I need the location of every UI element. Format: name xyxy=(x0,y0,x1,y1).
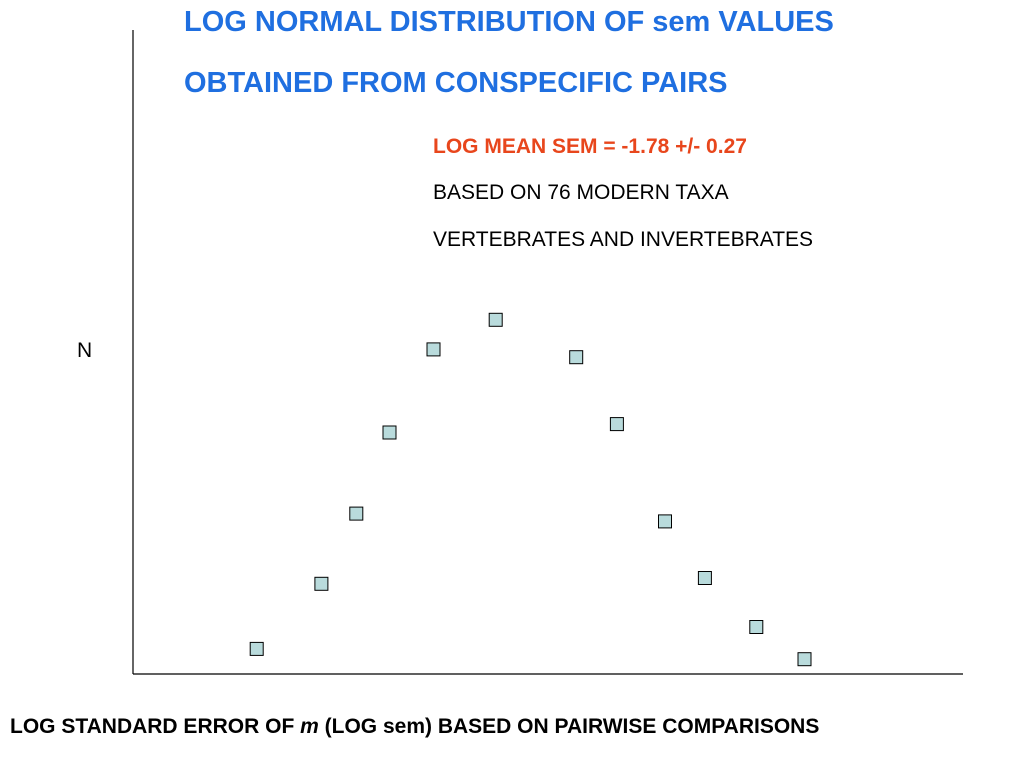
x-axis-label: LOG STANDARD ERROR OF m (LOG sem) BASED … xyxy=(10,715,819,739)
data-point-1 xyxy=(249,641,264,656)
annotation-taxa-groups: VERTEBRATES AND INVERTEBRATES xyxy=(433,228,814,251)
chart-title-line-2: OBTAINED FROM CONSPECIFIC PAIRS xyxy=(184,67,728,99)
data-point-7 xyxy=(569,350,584,365)
data-points xyxy=(249,312,812,667)
annotation-taxa-count: BASED ON 76 MODERN TAXA xyxy=(433,181,729,204)
data-point-8 xyxy=(609,417,624,432)
chart-title-line-1: LOG NORMAL DISTRIBUTION OF sem VALUES xyxy=(184,6,834,38)
data-point-6 xyxy=(488,312,503,327)
data-point-12 xyxy=(797,652,812,667)
data-point-4 xyxy=(382,425,397,440)
data-point-10 xyxy=(697,571,712,585)
y-axis-label: N xyxy=(77,339,93,362)
data-point-11 xyxy=(749,620,764,634)
data-point-3 xyxy=(349,506,364,521)
data-point-2 xyxy=(314,576,329,591)
data-point-9 xyxy=(658,514,672,529)
data-point-5 xyxy=(426,342,441,357)
x-axis-label-part-2: (LOG sem) BASED ON PAIRWISE COMPARISONS xyxy=(318,715,820,738)
x-axis-label-part-1: LOG STANDARD ERROR OF xyxy=(10,715,301,738)
annotation-log-mean: LOG MEAN SEM = -1.78 +/- 0.27 xyxy=(433,135,747,158)
x-axis-label-italic-m: m xyxy=(300,715,319,738)
